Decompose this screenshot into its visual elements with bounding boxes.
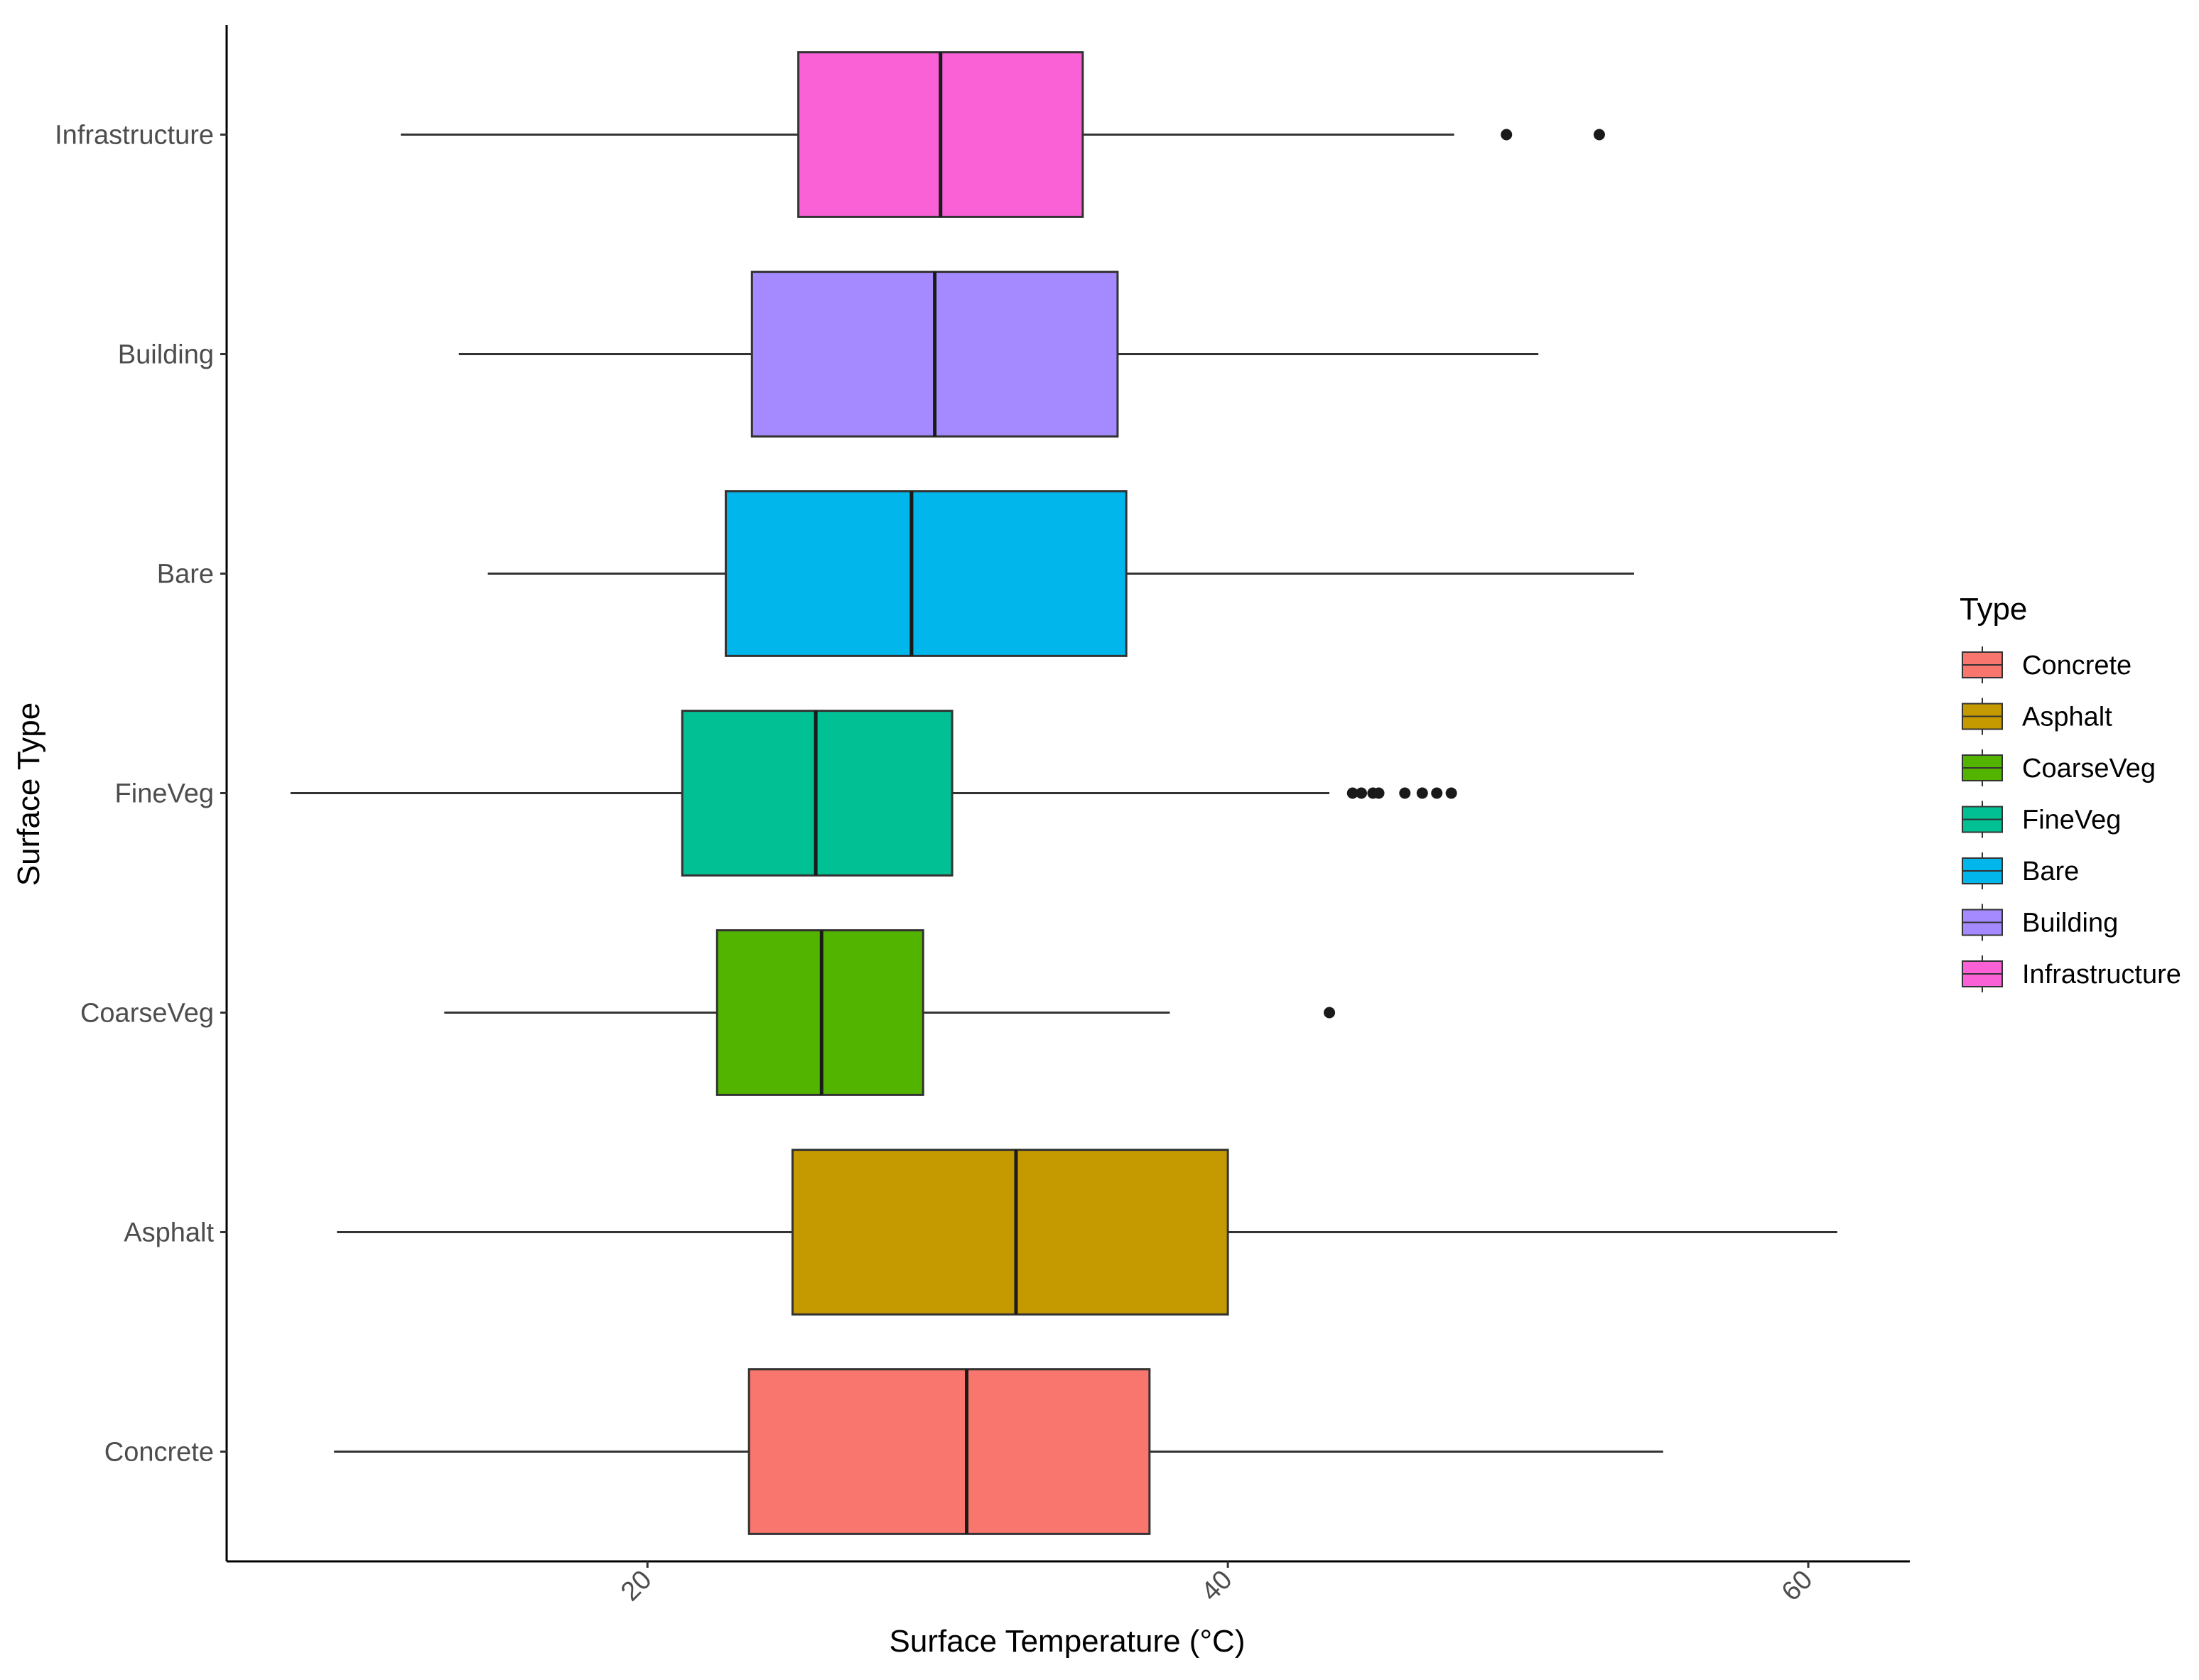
outlier-fineveg-5 bbox=[1416, 787, 1428, 799]
outlier-fineveg-7 bbox=[1445, 787, 1457, 799]
legend-title: Type bbox=[1960, 592, 2027, 627]
x-axis-title: Surface Temperature (°C) bbox=[890, 1624, 1246, 1659]
legend-label-infrastructure: Infrastructure bbox=[2022, 960, 2181, 990]
legend-item-building: Building bbox=[1962, 904, 2118, 941]
box-group-concrete bbox=[334, 1368, 1663, 1535]
legend-label-concrete: Concrete bbox=[2022, 651, 2132, 681]
outlier-fineveg-0 bbox=[1346, 787, 1358, 799]
legend-item-asphalt: Asphalt bbox=[1962, 698, 2112, 735]
outlier-coarseveg-0 bbox=[1324, 1007, 1336, 1019]
legend-item-fineveg: FineVeg bbox=[1962, 801, 2121, 838]
y-tick-label-building: Building bbox=[118, 340, 214, 370]
box-group-fineveg bbox=[290, 710, 1457, 877]
box-bare bbox=[725, 490, 1128, 657]
y-axis-title: Surface Type bbox=[11, 703, 46, 886]
box-group-bare bbox=[487, 490, 1634, 657]
legend-item-concrete: Concrete bbox=[1962, 646, 2132, 683]
y-tick-label-bare: Bare bbox=[157, 560, 214, 590]
y-tick-label-coarseveg: CoarseVeg bbox=[80, 999, 214, 1029]
legend-label-fineveg: FineVeg bbox=[2022, 806, 2121, 835]
x-tick-label-40: 40 bbox=[1196, 1565, 1238, 1608]
box-group-asphalt bbox=[337, 1149, 1837, 1316]
y-tick-label-fineveg: FineVeg bbox=[115, 779, 214, 809]
legend-label-bare: Bare bbox=[2022, 857, 2079, 887]
outlier-fineveg-6 bbox=[1431, 787, 1443, 799]
box-group-building bbox=[458, 271, 1539, 438]
y-tick-label-concrete: Concrete bbox=[104, 1438, 214, 1468]
legend-item-infrastructure: Infrastructure bbox=[1962, 955, 2181, 992]
legend: Type Concrete Asphalt CoarseVeg FineVeg Bare… bbox=[1960, 592, 2181, 992]
legend-label-coarseveg: CoarseVeg bbox=[2022, 754, 2156, 784]
box-concrete bbox=[747, 1368, 1151, 1535]
outlier-fineveg-4 bbox=[1399, 787, 1411, 799]
box-group-coarseveg bbox=[444, 929, 1336, 1096]
y-tick-label-infrastructure: Infrastructure bbox=[55, 121, 214, 151]
legend-item-coarseveg: CoarseVeg bbox=[1962, 749, 2156, 786]
box-group-infrastructure bbox=[401, 51, 1605, 218]
outlier-infrastructure-0 bbox=[1501, 129, 1513, 141]
y-tick-label-asphalt: Asphalt bbox=[124, 1218, 214, 1248]
boxes-layer bbox=[290, 51, 1837, 1535]
x-tick-label-60: 60 bbox=[1776, 1565, 1819, 1608]
legend-item-bare: Bare bbox=[1962, 852, 2079, 889]
box-asphalt bbox=[791, 1149, 1229, 1316]
x-tick-label-20: 20 bbox=[615, 1565, 658, 1608]
outlier-fineveg-1 bbox=[1356, 787, 1368, 799]
outlier-fineveg-3 bbox=[1373, 787, 1385, 799]
legend-label-asphalt: Asphalt bbox=[2022, 703, 2112, 732]
outlier-infrastructure-1 bbox=[1593, 129, 1605, 141]
legend-label-building: Building bbox=[2022, 909, 2118, 938]
